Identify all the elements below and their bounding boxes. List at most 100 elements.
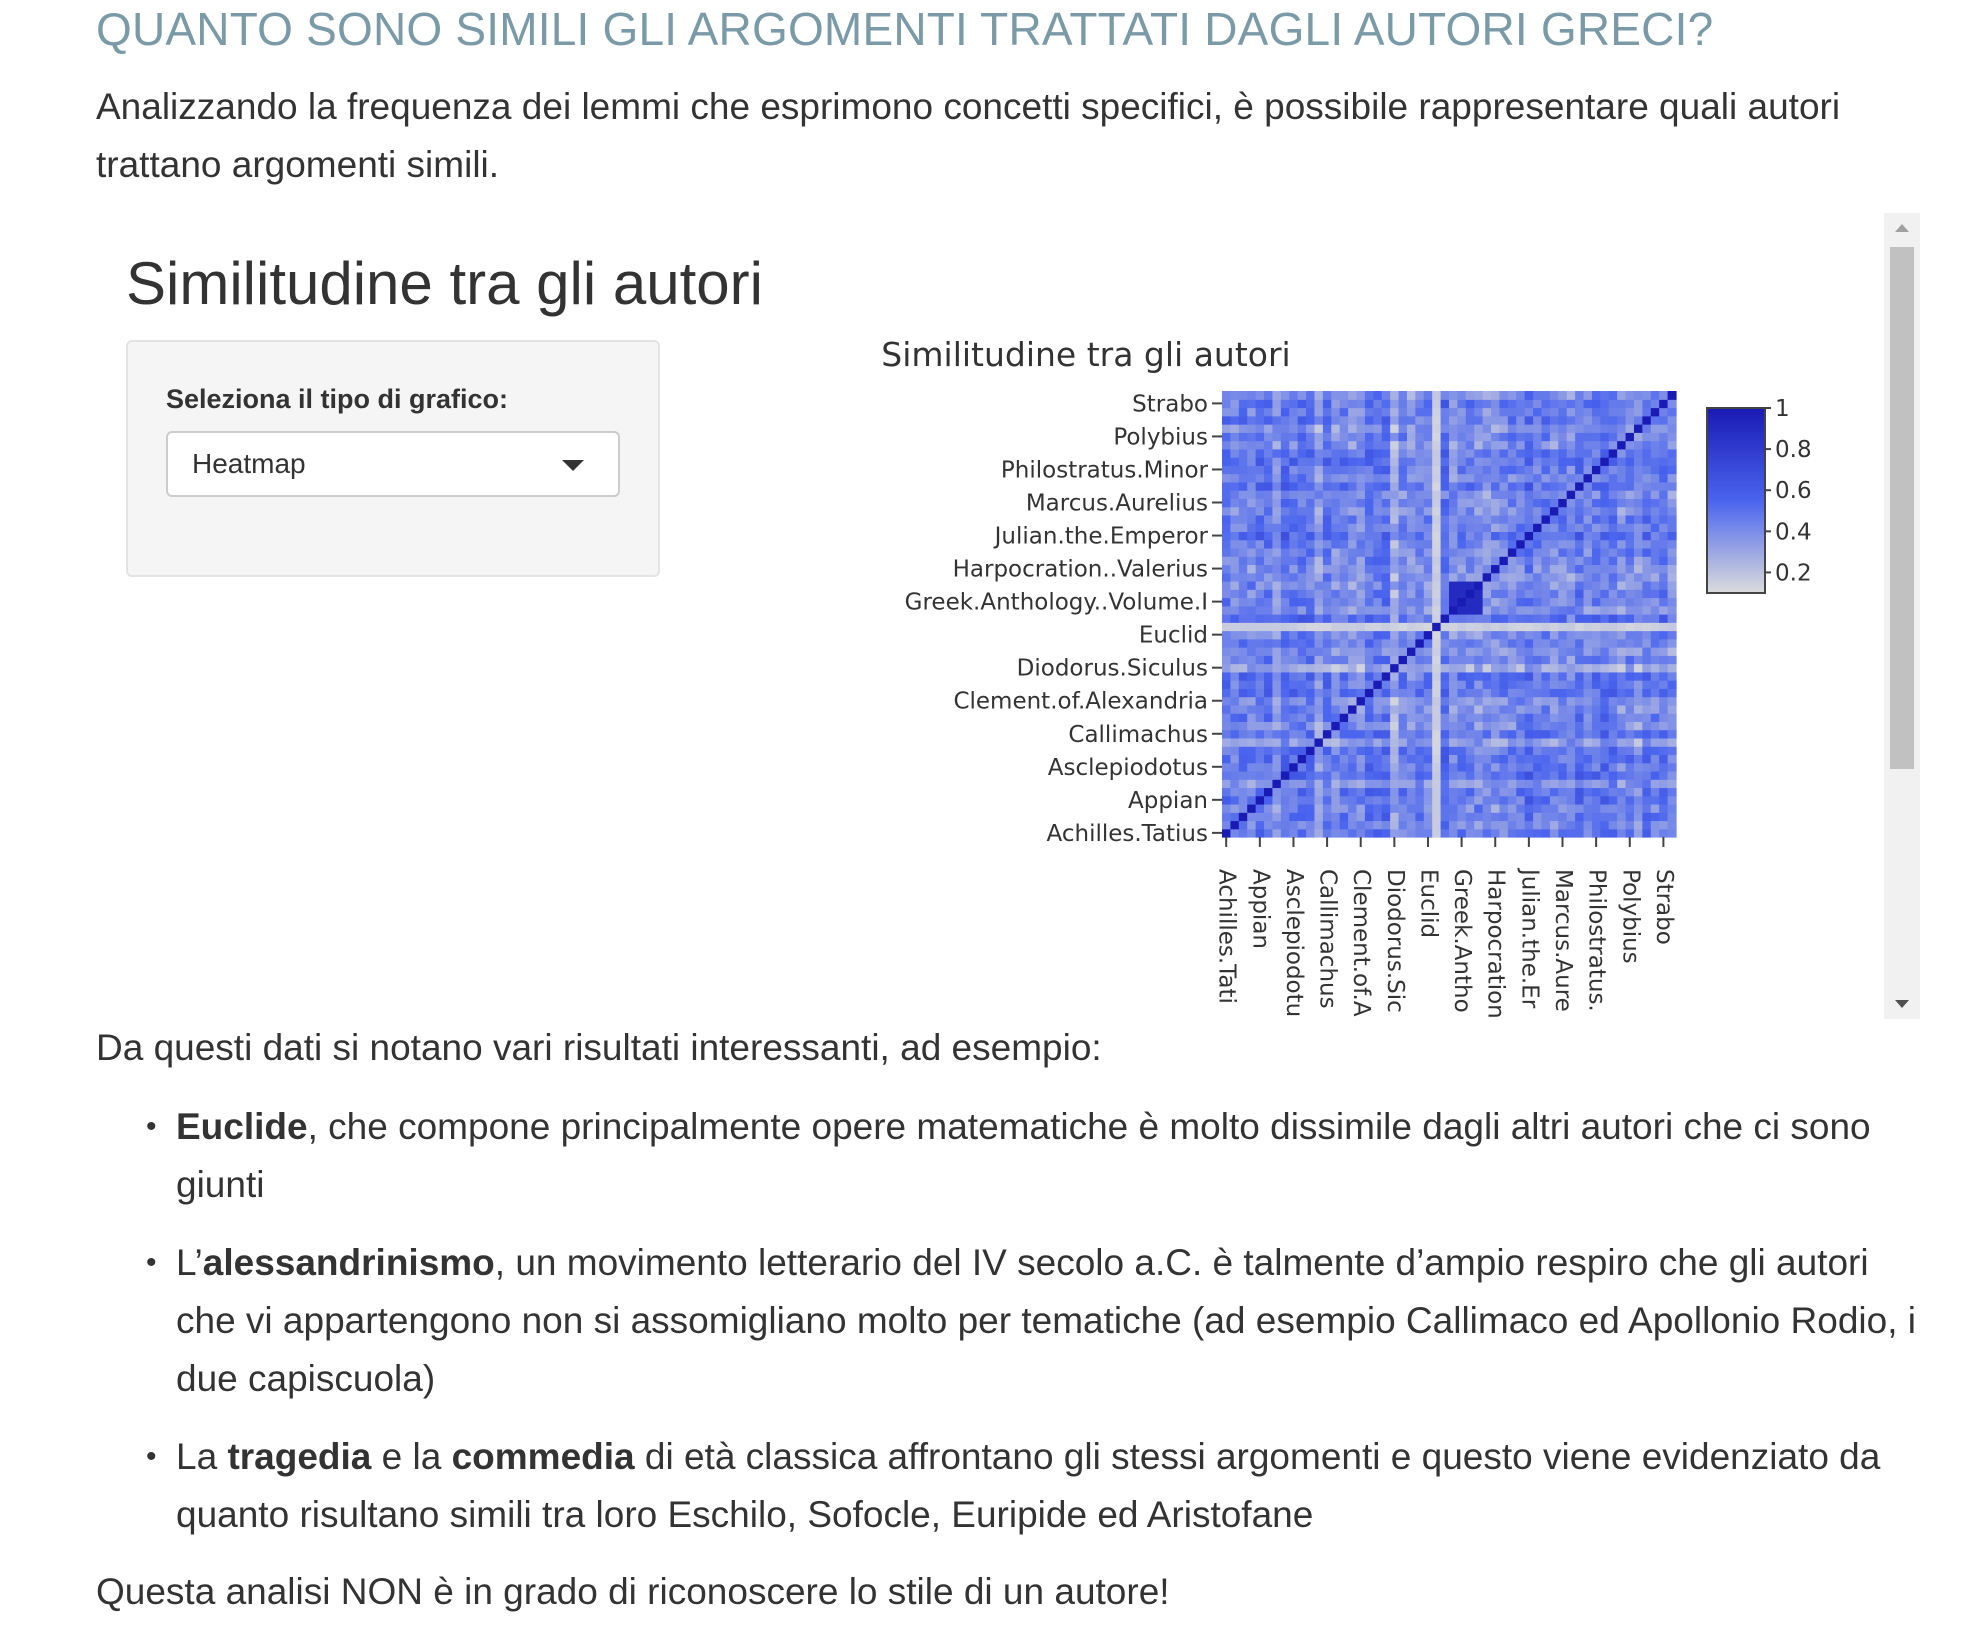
heatmap-cell (1398, 787, 1408, 797)
app-scrollbar[interactable] (1884, 213, 1920, 1019)
heatmap-cell (1297, 737, 1307, 747)
heatmap-cell (1264, 671, 1274, 681)
heatmap-cell (1524, 564, 1534, 574)
heatmap-cell (1331, 547, 1341, 557)
heatmap-cell (1667, 589, 1677, 599)
heatmap-cell (1272, 391, 1282, 400)
heatmap-cell (1322, 407, 1332, 417)
heatmap-cell (1474, 787, 1484, 797)
heatmap-cell (1406, 391, 1416, 400)
heatmap-cell (1566, 514, 1576, 524)
heatmap-cell (1390, 432, 1400, 442)
heatmap-cell (1272, 432, 1282, 442)
heatmap-cell (1331, 514, 1341, 524)
heatmap-cell (1600, 481, 1610, 491)
heatmap-cell (1272, 704, 1282, 714)
heatmap-cell (1583, 457, 1593, 466)
heatmap-cell (1516, 481, 1526, 491)
heatmap-cell (1339, 779, 1349, 789)
heatmap-cell (1381, 498, 1391, 508)
heatmap-cell (1423, 638, 1433, 648)
heatmap-cell (1398, 564, 1408, 574)
heatmap-cell (1432, 671, 1442, 681)
heatmap-cell (1398, 779, 1408, 789)
chart-type-select[interactable]: Heatmap (166, 431, 620, 497)
heatmap-cell (1432, 729, 1442, 739)
heatmap-cell (1659, 614, 1669, 623)
heatmap-cell (1314, 721, 1324, 731)
heatmap-cell (1507, 647, 1517, 656)
heatmap-cell (1238, 547, 1248, 557)
heatmap-cell (1491, 754, 1501, 764)
heatmap-cell (1390, 572, 1400, 582)
heatmap-cell (1415, 490, 1425, 499)
colorbar-tick-label: 0.4 (1775, 519, 1812, 545)
heatmap-cell (1238, 506, 1248, 516)
heatmap-cell (1608, 580, 1618, 590)
list-item: L’alessandrinismo, un movimento letterar… (146, 1234, 1936, 1408)
heatmap-cell (1331, 647, 1341, 656)
heatmap-cell (1230, 547, 1240, 557)
heatmap-cell (1566, 737, 1576, 747)
heatmap-cell (1659, 655, 1669, 665)
heatmap-cell (1507, 663, 1517, 673)
heatmap-cell (1491, 787, 1501, 797)
heatmap-cell (1398, 721, 1408, 731)
scrollbar-thumb[interactable] (1890, 247, 1914, 769)
heatmap-cell (1625, 399, 1635, 409)
heatmap-cell (1482, 803, 1492, 813)
heatmap-cell (1608, 498, 1618, 508)
heatmap-cell (1432, 432, 1442, 442)
heatmap-cell (1415, 514, 1425, 524)
heatmap-cell (1633, 828, 1643, 838)
heatmap-cell (1289, 812, 1299, 822)
scroll-down-arrow-icon[interactable] (1884, 989, 1920, 1019)
heatmap-cell (1600, 572, 1610, 582)
heatmap-cell (1264, 713, 1274, 722)
heatmap-cell (1633, 448, 1643, 458)
heatmap-cell (1255, 424, 1265, 433)
heatmap-cell (1566, 729, 1576, 739)
heatmap-cell (1659, 812, 1669, 822)
highlight-alessandrinismo: alessandrinismo (202, 1242, 495, 1283)
heatmap-cell (1449, 795, 1459, 805)
heatmap-cell (1432, 481, 1442, 491)
heatmap-cell (1230, 391, 1240, 400)
heatmap-cell (1650, 605, 1660, 615)
heatmap-cell (1390, 795, 1400, 805)
heatmap-cell (1583, 473, 1593, 483)
heatmap-cell (1348, 713, 1358, 722)
heatmap-cell (1642, 415, 1652, 425)
heatmap-cell (1322, 556, 1332, 566)
heatmap-cell (1667, 572, 1677, 582)
heatmap-cell (1591, 473, 1601, 483)
heatmap-cell (1280, 597, 1290, 607)
heatmap-cell (1457, 622, 1467, 632)
heatmap-cell (1507, 597, 1517, 607)
heatmap-cell (1667, 638, 1677, 648)
heatmap-cell (1314, 448, 1324, 458)
heatmap-cell (1297, 828, 1307, 838)
heatmap-cell (1642, 490, 1652, 499)
heatmap-cell (1289, 523, 1299, 533)
heatmap-cell (1575, 754, 1585, 764)
heatmap-cell (1507, 803, 1517, 813)
heatmap-cell (1449, 424, 1459, 433)
heatmap-cell (1465, 589, 1475, 599)
heatmap-cell (1482, 556, 1492, 566)
heatmap-cell (1297, 440, 1307, 450)
heatmap-cell (1280, 762, 1290, 772)
heatmap-cell (1423, 490, 1433, 499)
heatmap-cell (1348, 506, 1358, 516)
heatmap-cell (1348, 473, 1358, 483)
heatmap-cell (1406, 547, 1416, 557)
heatmap-cell (1558, 506, 1568, 516)
heatmap-cell (1272, 803, 1282, 813)
heatmap-cell (1465, 399, 1475, 409)
heatmap-cell (1533, 457, 1543, 466)
heatmap-cell (1348, 432, 1358, 442)
heatmap-cell (1667, 787, 1677, 797)
heatmap-cell (1499, 779, 1509, 789)
scroll-up-arrow-icon[interactable] (1884, 213, 1920, 243)
heatmap-cell (1625, 704, 1635, 714)
